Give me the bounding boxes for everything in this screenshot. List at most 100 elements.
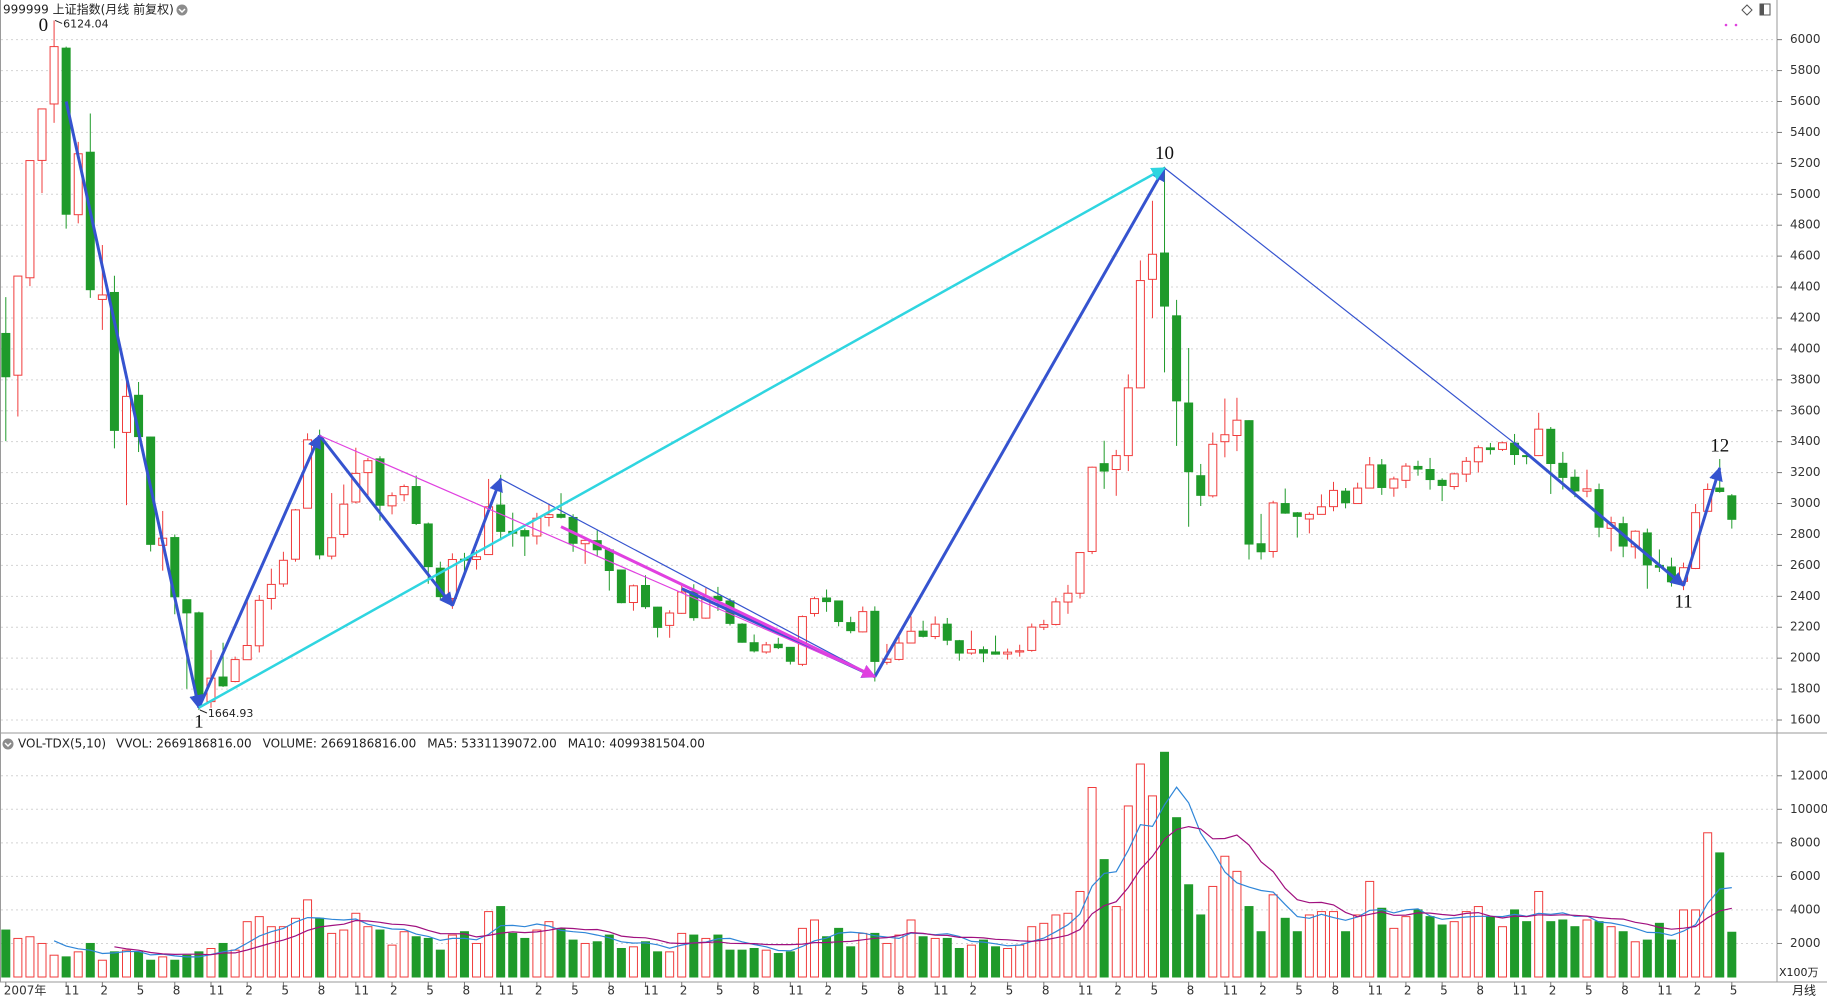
volume-bar xyxy=(882,942,892,978)
candle-body xyxy=(1051,601,1061,625)
candle-body xyxy=(339,503,349,535)
candle-body xyxy=(1630,530,1640,548)
volume-bar xyxy=(1220,855,1230,978)
volume-bar xyxy=(1413,909,1423,978)
candle-body xyxy=(290,509,300,560)
candle-body xyxy=(1582,488,1592,492)
y-tick-label: 4000 xyxy=(1790,341,1821,355)
candle-body xyxy=(242,644,252,661)
volume-bar xyxy=(1329,911,1338,978)
candle-body xyxy=(930,623,940,638)
candle-body xyxy=(109,291,119,431)
candle-body xyxy=(737,623,747,643)
x-tick-label: 2 xyxy=(825,984,833,998)
candle-body xyxy=(1727,495,1737,520)
candle-body xyxy=(580,539,590,545)
candle-body xyxy=(870,610,880,662)
y-tick-label: 12000 xyxy=(1790,768,1827,782)
indicator-menu-icon[interactable] xyxy=(2,738,14,750)
volume-unit: X100万 xyxy=(1779,966,1819,979)
y-tick-label: 1800 xyxy=(1790,682,1821,696)
volume-bar xyxy=(13,937,23,978)
volume-bar xyxy=(25,936,35,978)
candle-body xyxy=(1316,506,1326,515)
candle-body xyxy=(1172,315,1182,402)
volume-bar xyxy=(1051,914,1061,978)
volume-bar xyxy=(1546,921,1556,978)
x-tick-label: 2 xyxy=(390,984,398,998)
volume-bar xyxy=(978,939,988,978)
x-tick-label: 5 xyxy=(1006,984,1014,998)
x-tick-label: 8 xyxy=(607,984,615,998)
candle-body xyxy=(1558,462,1568,478)
volume-bar xyxy=(1618,931,1628,978)
candle-body xyxy=(1642,532,1652,566)
candle-body xyxy=(122,395,131,433)
volume-bar xyxy=(773,953,783,978)
candle-body xyxy=(1160,252,1170,307)
volume-bar xyxy=(1015,944,1025,978)
wave-line xyxy=(319,434,876,678)
y-tick-label: 5000 xyxy=(1790,187,1821,201)
x-tick-label: 5 xyxy=(716,984,724,998)
toolbar-diamond-icon[interactable] xyxy=(1741,4,1753,16)
x-tick-label: 11 xyxy=(354,984,369,998)
volume-bar xyxy=(665,951,675,978)
volume-bar xyxy=(1703,832,1713,978)
volume-bar xyxy=(797,927,807,978)
volume-bar xyxy=(206,947,216,978)
volume-bar xyxy=(1606,926,1616,978)
volume-bar xyxy=(1365,880,1375,978)
candle-body xyxy=(25,160,35,279)
candle-body xyxy=(1497,442,1507,450)
wave-line xyxy=(500,478,876,678)
x-tick-label: 11 xyxy=(933,984,948,998)
volume-bar xyxy=(1184,884,1194,978)
volume-bar xyxy=(49,954,59,978)
y-tick-label: 10000 xyxy=(1790,802,1827,816)
volume-bar xyxy=(1244,906,1254,978)
candle-body xyxy=(1003,651,1013,655)
candle-body xyxy=(1449,473,1459,488)
volume-bar xyxy=(158,956,168,978)
volume-bar xyxy=(1111,906,1121,978)
x-tick-label: 8 xyxy=(462,984,470,998)
y-tick-label: 5400 xyxy=(1790,125,1821,139)
x-tick-label: 5 xyxy=(281,984,289,998)
candle-body xyxy=(616,569,626,604)
volume-bar xyxy=(1654,922,1664,978)
volume-bar xyxy=(641,941,651,978)
volume-bar xyxy=(73,951,83,978)
volume-bar xyxy=(991,946,1001,978)
volume-bar xyxy=(604,934,614,978)
volume-bar xyxy=(170,959,180,978)
candle-body xyxy=(1280,503,1290,514)
volume-bar xyxy=(1570,926,1580,978)
y-tick-label: 5600 xyxy=(1790,94,1821,108)
volume-bar xyxy=(628,946,638,978)
candle-body xyxy=(303,439,313,509)
x-tick-label: 11 xyxy=(1368,984,1383,998)
y-tick-label: 6000 xyxy=(1790,869,1821,883)
title-menu-icon[interactable] xyxy=(176,4,188,16)
volume-bar xyxy=(1268,894,1278,978)
volume-bar xyxy=(616,947,626,978)
candle-body xyxy=(423,523,433,568)
candle-body xyxy=(1244,420,1254,545)
indicator-value: VOLUME: 2669186816.00 xyxy=(263,737,417,751)
volume-bar xyxy=(1727,931,1737,978)
indicator-menu-chevron xyxy=(4,742,12,748)
volume-bar xyxy=(930,937,940,978)
candle-body xyxy=(1220,434,1230,443)
candle-body xyxy=(1304,513,1314,520)
candle-body xyxy=(1196,475,1206,496)
x-tick-label: 2 xyxy=(1694,984,1702,998)
volume-bar xyxy=(1461,911,1471,978)
y-tick-label: 8000 xyxy=(1790,835,1821,849)
volume-bar xyxy=(327,932,337,978)
title-menu-chevron xyxy=(178,8,186,14)
candle-body xyxy=(1027,626,1037,651)
candle-body xyxy=(1,332,11,378)
x-tick-label: 8 xyxy=(1042,984,1050,998)
candle-body xyxy=(182,599,192,614)
